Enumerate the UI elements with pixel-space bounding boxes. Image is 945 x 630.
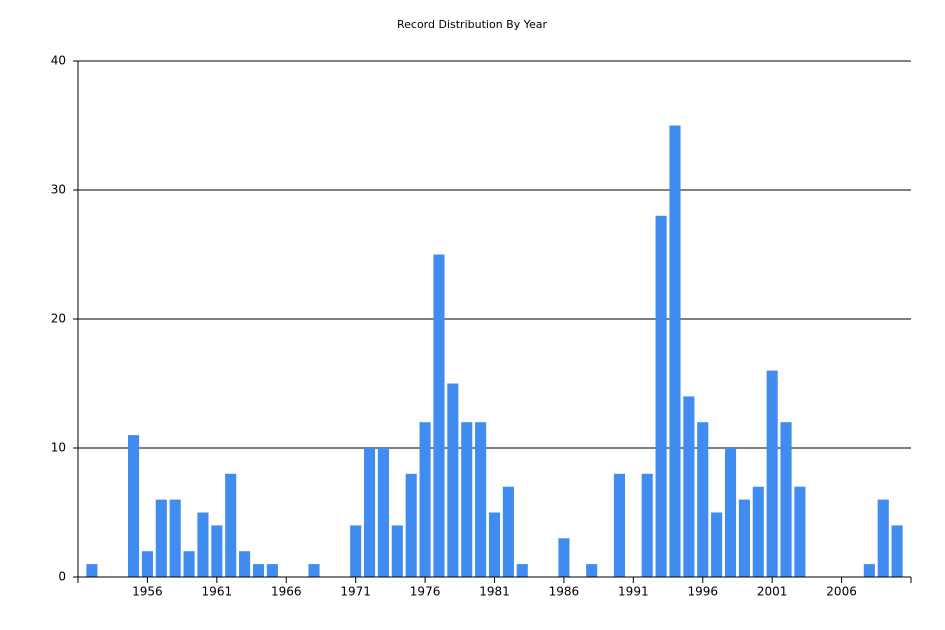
bar <box>391 525 403 577</box>
bar <box>461 422 473 577</box>
bar <box>169 499 181 577</box>
bar <box>211 525 223 577</box>
x-tick-label: 2001 <box>757 585 788 599</box>
bar <box>127 435 140 577</box>
bar <box>669 125 681 577</box>
bar <box>516 564 528 577</box>
bar <box>863 564 875 577</box>
y-tick-label: 30 <box>51 183 66 197</box>
bar <box>655 215 667 578</box>
bar <box>697 422 709 577</box>
bar <box>683 396 695 577</box>
bar <box>558 538 570 577</box>
bar <box>724 448 737 577</box>
bar <box>363 448 376 577</box>
bar <box>711 512 723 577</box>
bar <box>613 473 626 577</box>
bar <box>266 564 278 577</box>
x-tick-label: 1976 <box>410 585 441 599</box>
bar <box>780 422 792 577</box>
bar <box>641 473 653 577</box>
x-tick-label: 1966 <box>271 585 302 599</box>
bar <box>225 473 237 577</box>
x-tick-label: 2006 <box>826 585 857 599</box>
bar <box>155 499 167 577</box>
x-tick-label: 1986 <box>549 585 580 599</box>
bar <box>377 448 389 577</box>
bar <box>586 564 598 577</box>
chart-title: Record Distribution By Year <box>397 18 547 31</box>
bar <box>502 486 514 577</box>
bar <box>488 512 501 577</box>
x-tick-label: 1971 <box>340 585 371 599</box>
bar <box>475 422 487 577</box>
bar <box>252 564 265 577</box>
bar <box>752 486 764 577</box>
x-tick-label: 1996 <box>687 585 718 599</box>
x-tick-label: 1961 <box>202 585 233 599</box>
bar <box>877 499 889 577</box>
x-tick-label: 1981 <box>479 585 510 599</box>
bar <box>197 512 209 577</box>
bar <box>141 551 153 577</box>
bar <box>350 525 362 577</box>
bar <box>447 383 459 577</box>
bar <box>86 564 98 577</box>
y-tick-label: 20 <box>51 312 66 326</box>
x-tick-label: 1991 <box>618 585 649 599</box>
y-tick-label: 0 <box>58 570 66 584</box>
bar <box>239 551 251 577</box>
bar <box>308 564 320 577</box>
bar <box>766 370 778 577</box>
bar <box>794 486 806 577</box>
y-tick-label: 10 <box>51 441 66 455</box>
bar <box>738 499 750 577</box>
x-tick-label: 1956 <box>132 585 163 599</box>
bar <box>419 422 431 577</box>
bar <box>405 473 417 577</box>
bar <box>433 254 445 577</box>
y-tick-label: 40 <box>51 54 66 68</box>
bar <box>891 525 903 577</box>
bar <box>183 551 195 577</box>
